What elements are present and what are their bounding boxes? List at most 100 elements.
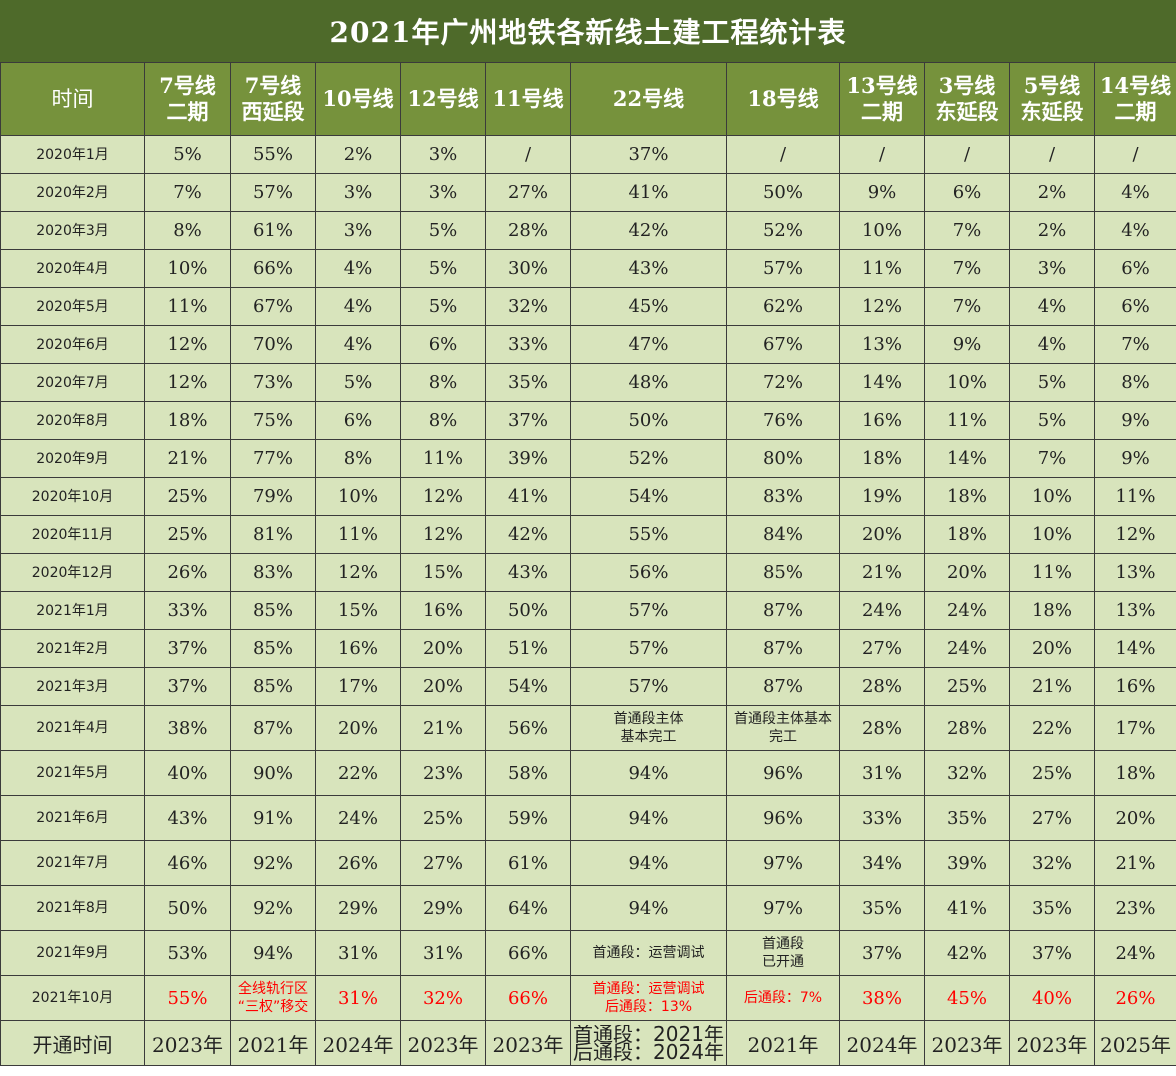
table-cell: 2024年 — [839, 1020, 925, 1066]
table-cell: 27% — [839, 629, 925, 668]
table-cell: 12% — [144, 363, 231, 402]
table-row: 2021年5月 40% 90% 22% 23% 58% 94% 96% 31% 32% 25% 18% — [0, 750, 1176, 796]
column-header-line: 3号线 东延段 — [924, 62, 1010, 136]
table-cell: 37% — [144, 629, 231, 668]
table-cell: 52% — [726, 211, 840, 250]
table-cell: 35% — [485, 363, 571, 402]
table-cell: 18% — [839, 439, 925, 478]
table-cell: 67% — [726, 325, 840, 364]
table-cell: 2023年 — [400, 1020, 486, 1066]
table-cell: 97% — [726, 885, 840, 931]
table-cell: 7% — [144, 173, 231, 212]
header-label: 22号线 — [612, 86, 685, 111]
table-row: 2020年8月 18% 75% 6% 8% 37% 50% 76% 16% 11% 5% 9% — [0, 401, 1176, 440]
table-cell: 50% — [144, 885, 231, 931]
table-cell: 42% — [924, 930, 1010, 976]
table-cell: 81% — [230, 515, 316, 554]
table-cell: 8% — [400, 401, 486, 440]
table-row: 2021年6月 43% 91% 24% 25% 59% 94% 96% 33% 35% 27% 20% — [0, 795, 1176, 841]
table-cell: 31% — [400, 930, 486, 976]
row-label: 2020年9月 — [0, 439, 145, 478]
table-row: 2021年2月 37% 85% 16% 20% 51% 57% 87% 27% 24% 20% 14% — [0, 629, 1176, 668]
table-cell: 6% — [315, 401, 401, 440]
table-cell: 50% — [570, 401, 727, 440]
table-cell: 54% — [570, 477, 727, 516]
header-label: 11号线 — [492, 86, 564, 111]
table-cell: 54% — [485, 667, 571, 706]
table-cell: 11% — [924, 401, 1010, 440]
table-cell: 16% — [1094, 667, 1176, 706]
table-cell: 56% — [570, 553, 727, 592]
table-cell: 39% — [924, 840, 1010, 886]
table-cell: 22% — [1009, 705, 1095, 751]
table-cell: 2021年 — [230, 1020, 316, 1066]
table-cell: 33% — [839, 795, 925, 841]
table-cell: 32% — [485, 287, 571, 326]
table-cell: 42% — [485, 515, 571, 554]
table-cell: 2023年 — [485, 1020, 571, 1066]
table-cell: 12% — [315, 553, 401, 592]
table-cell: 2% — [315, 135, 401, 174]
table-cell: 7% — [1009, 439, 1095, 478]
table-cell: 48% — [570, 363, 727, 402]
table-cell: 12% — [400, 515, 486, 554]
table-cell: 92% — [230, 885, 316, 931]
column-header-time: 时间 — [0, 62, 145, 136]
table-cell: 26% — [315, 840, 401, 886]
row-label: 2020年12月 — [0, 553, 145, 592]
row-label: 2021年2月 — [0, 629, 145, 668]
header-label: 二期 — [1114, 99, 1157, 124]
table-cell: 57% — [726, 249, 840, 288]
table-cell: 32% — [400, 975, 486, 1021]
table-cell: 35% — [1009, 885, 1095, 931]
table-cell: 85% — [726, 553, 840, 592]
table-cell: 6% — [1094, 287, 1176, 326]
table-cell: 4% — [315, 249, 401, 288]
table-cell: 22% — [315, 750, 401, 796]
table-cell: 16% — [839, 401, 925, 440]
table-cell: 5% — [400, 211, 486, 250]
table-cell: 43% — [144, 795, 231, 841]
table-cell: 2024年 — [315, 1020, 401, 1066]
table-row: 2020年10月 25% 79% 10% 12% 41% 54% 83% 19% 18% 10% 11… — [0, 477, 1176, 516]
table-row: 2020年12月 26% 83% 12% 15% 43% 56% 85% 21% 20% 11% 13… — [0, 553, 1176, 592]
table-cell: 首通段：2021年 后通段：2024年 — [570, 1020, 727, 1066]
table-cell: 73% — [230, 363, 316, 402]
table-cell: 21% — [1009, 667, 1095, 706]
table-cell: 97% — [726, 840, 840, 886]
table-cell: 3% — [315, 211, 401, 250]
table-cell: 83% — [230, 553, 316, 592]
column-header-line: 10号线 — [315, 62, 401, 136]
table-cell: 29% — [315, 885, 401, 931]
table-cell: 2021年 — [726, 1020, 840, 1066]
table-cell: 59% — [485, 795, 571, 841]
table-cell: 35% — [924, 795, 1010, 841]
table-cell: 18% — [924, 515, 1010, 554]
table-cell: 3% — [400, 173, 486, 212]
table-cell: 39% — [485, 439, 571, 478]
table-cell: 4% — [315, 325, 401, 364]
table-cell: 9% — [1094, 401, 1176, 440]
table-cell: 首通段主体基本完工 — [570, 705, 727, 751]
table-cell: 14% — [1094, 629, 1176, 668]
table-cell: 4% — [315, 287, 401, 326]
cell-note: 首通段主体基本完工 — [734, 711, 832, 745]
table-cell: 33% — [485, 325, 571, 364]
table-cell: 96% — [726, 750, 840, 796]
table-cell: 87% — [726, 667, 840, 706]
table-cell: / — [924, 135, 1010, 174]
table-cell: 84% — [726, 515, 840, 554]
table-cell: 15% — [315, 591, 401, 630]
table-cell: 56% — [485, 705, 571, 751]
row-label: 2020年10月 — [0, 477, 145, 516]
table-cell: 40% — [1009, 975, 1095, 1021]
table-cell: 38% — [144, 705, 231, 751]
table-cell: 94% — [570, 840, 727, 886]
table-cell: 24% — [839, 591, 925, 630]
table-cell: 12% — [839, 287, 925, 326]
row-label: 2020年7月 — [0, 363, 145, 402]
table-cell: 12% — [1094, 515, 1176, 554]
table-row: 2021年4月 38% 87% 20% 21% 56% 首通段主体 基本完工 首通段主体基本 完工… — [0, 705, 1176, 751]
table-row: 2021年10月 55% 全线轨行区 “三权”移交 31% 32% 66% 首通段：运营调试后… — [0, 975, 1176, 1021]
table-cell: 8% — [315, 439, 401, 478]
